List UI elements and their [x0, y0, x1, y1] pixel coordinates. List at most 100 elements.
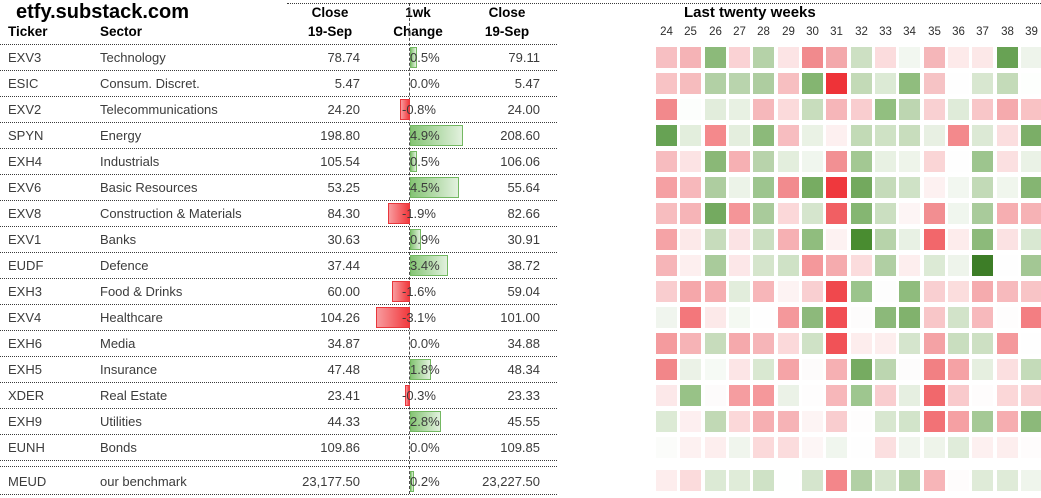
- heatmap-cell: [705, 470, 726, 491]
- heatmap-cell: [778, 307, 799, 328]
- close-before-cell: 109.86: [320, 440, 360, 455]
- row-separator-line: [0, 304, 557, 305]
- heatmap-cell: [972, 359, 993, 380]
- heatmap-cell: [729, 229, 750, 250]
- row-separator-line: [0, 330, 557, 331]
- change-data-bar: [409, 359, 431, 380]
- heatmap-cell: [948, 177, 969, 198]
- heatmap-cell: [899, 385, 920, 406]
- heatmap-cell: [656, 73, 677, 94]
- heatmap-cell: [1021, 47, 1041, 68]
- heatmap-cell: [924, 255, 945, 276]
- close-before-cell: 34.87: [327, 336, 360, 351]
- heatmap-cell: [1021, 307, 1041, 328]
- heatmap-cell: [826, 281, 847, 302]
- heatmap-cell: [972, 255, 993, 276]
- row-separator-line: [0, 356, 557, 357]
- heatmap-cell: [778, 255, 799, 276]
- heatmap-cell: [802, 73, 823, 94]
- heatmap-cell: [705, 177, 726, 198]
- heatmap-cell: [875, 73, 896, 94]
- heatmap-cell: [705, 125, 726, 146]
- heatmap-cell: [826, 177, 847, 198]
- heatmap-cell: [680, 203, 701, 224]
- heatmap-cell: [948, 281, 969, 302]
- heatmap-cell: [753, 281, 774, 302]
- heatmap-cell: [899, 125, 920, 146]
- sector-cell: Food & Drinks: [100, 284, 183, 299]
- heatmap-cell: [778, 359, 799, 380]
- heatmap-cell: [1021, 255, 1041, 276]
- heatmap-cell: [948, 437, 969, 458]
- ticker-cell: EXV2: [8, 102, 42, 117]
- change-data-bar: [409, 177, 460, 198]
- heatmap-cell: [948, 359, 969, 380]
- change-data-bar: [400, 99, 411, 120]
- close-after-cell: 106.06: [500, 154, 540, 169]
- change-data-bar: [391, 281, 411, 302]
- heatmap-cell: [997, 229, 1018, 250]
- col-header-close-before-line1: Close: [311, 5, 349, 20]
- heatmap-cell: [826, 411, 847, 432]
- heatmap-cell: [899, 151, 920, 172]
- week-label: 28: [757, 26, 770, 38]
- heatmap-cell: [899, 470, 920, 491]
- row-separator-line: [0, 278, 557, 279]
- heatmap-cell: [705, 99, 726, 120]
- row-separator-line: [0, 408, 557, 409]
- heatmap-cell: [924, 411, 945, 432]
- heatmap-cell: [972, 385, 993, 406]
- heatmap-cell: [826, 229, 847, 250]
- heatmap-cell: [778, 229, 799, 250]
- heatmap-cell: [826, 125, 847, 146]
- heatmap-cell: [705, 359, 726, 380]
- heatmap-cell: [997, 151, 1018, 172]
- ticker-cell: ESIC: [8, 76, 39, 91]
- heatmap-cell: [851, 281, 872, 302]
- heatmap-cell: [997, 73, 1018, 94]
- heatmap-cell: [729, 437, 750, 458]
- ticker-cell: EXV3: [8, 50, 42, 65]
- change-data-bar: [405, 385, 411, 406]
- heatmap-cell: [875, 411, 896, 432]
- heatmap-cell: [802, 203, 823, 224]
- heatmap-cell: [1021, 385, 1041, 406]
- change-value-label: 0.5%: [410, 154, 440, 169]
- close-before-cell: 30.63: [327, 232, 360, 247]
- heatmap-cell: [802, 411, 823, 432]
- col-header-change-line2: Change: [393, 24, 443, 39]
- week-label: 35: [928, 26, 941, 38]
- change-value-label: -0.8%: [402, 102, 436, 117]
- row-separator-line: [0, 460, 557, 461]
- close-after-cell: 34.88: [507, 336, 540, 351]
- heatmap-cell: [705, 47, 726, 68]
- heatmap-cell: [997, 281, 1018, 302]
- heatmap-cell: [875, 177, 896, 198]
- heatmap-cell: [753, 255, 774, 276]
- heatmap-cell: [753, 203, 774, 224]
- close-before-cell: 105.54: [320, 154, 360, 169]
- week-label: 34: [903, 26, 916, 38]
- change-data-bar: [388, 203, 411, 224]
- ticker-cell: EXV1: [8, 232, 42, 247]
- close-after-cell: 59.04: [507, 284, 540, 299]
- heatmap-cell: [1021, 281, 1041, 302]
- heatmap-cell: [997, 125, 1018, 146]
- sector-cell: Healthcare: [100, 310, 163, 325]
- heatmap-cell: [778, 281, 799, 302]
- change-value-label: 0.0%: [410, 76, 440, 91]
- site-title: etfy.substack.com: [16, 1, 190, 23]
- ticker-cell: EUNH: [8, 440, 45, 455]
- heatmap-cell: [997, 177, 1018, 198]
- ticker-cell: EXV4: [8, 310, 42, 325]
- heatmap-cell: [656, 99, 677, 120]
- heatmap-cell: [680, 99, 701, 120]
- heatmap-cell: [1021, 333, 1041, 354]
- heatmap-cell: [680, 437, 701, 458]
- change-data-bar: [409, 255, 448, 276]
- sector-cell: Construction & Materials: [100, 206, 242, 221]
- heatmap-cell: [948, 470, 969, 491]
- heatmap-cell: [826, 359, 847, 380]
- sector-cell: Telecommunications: [100, 102, 218, 117]
- week-label: 30: [806, 26, 819, 38]
